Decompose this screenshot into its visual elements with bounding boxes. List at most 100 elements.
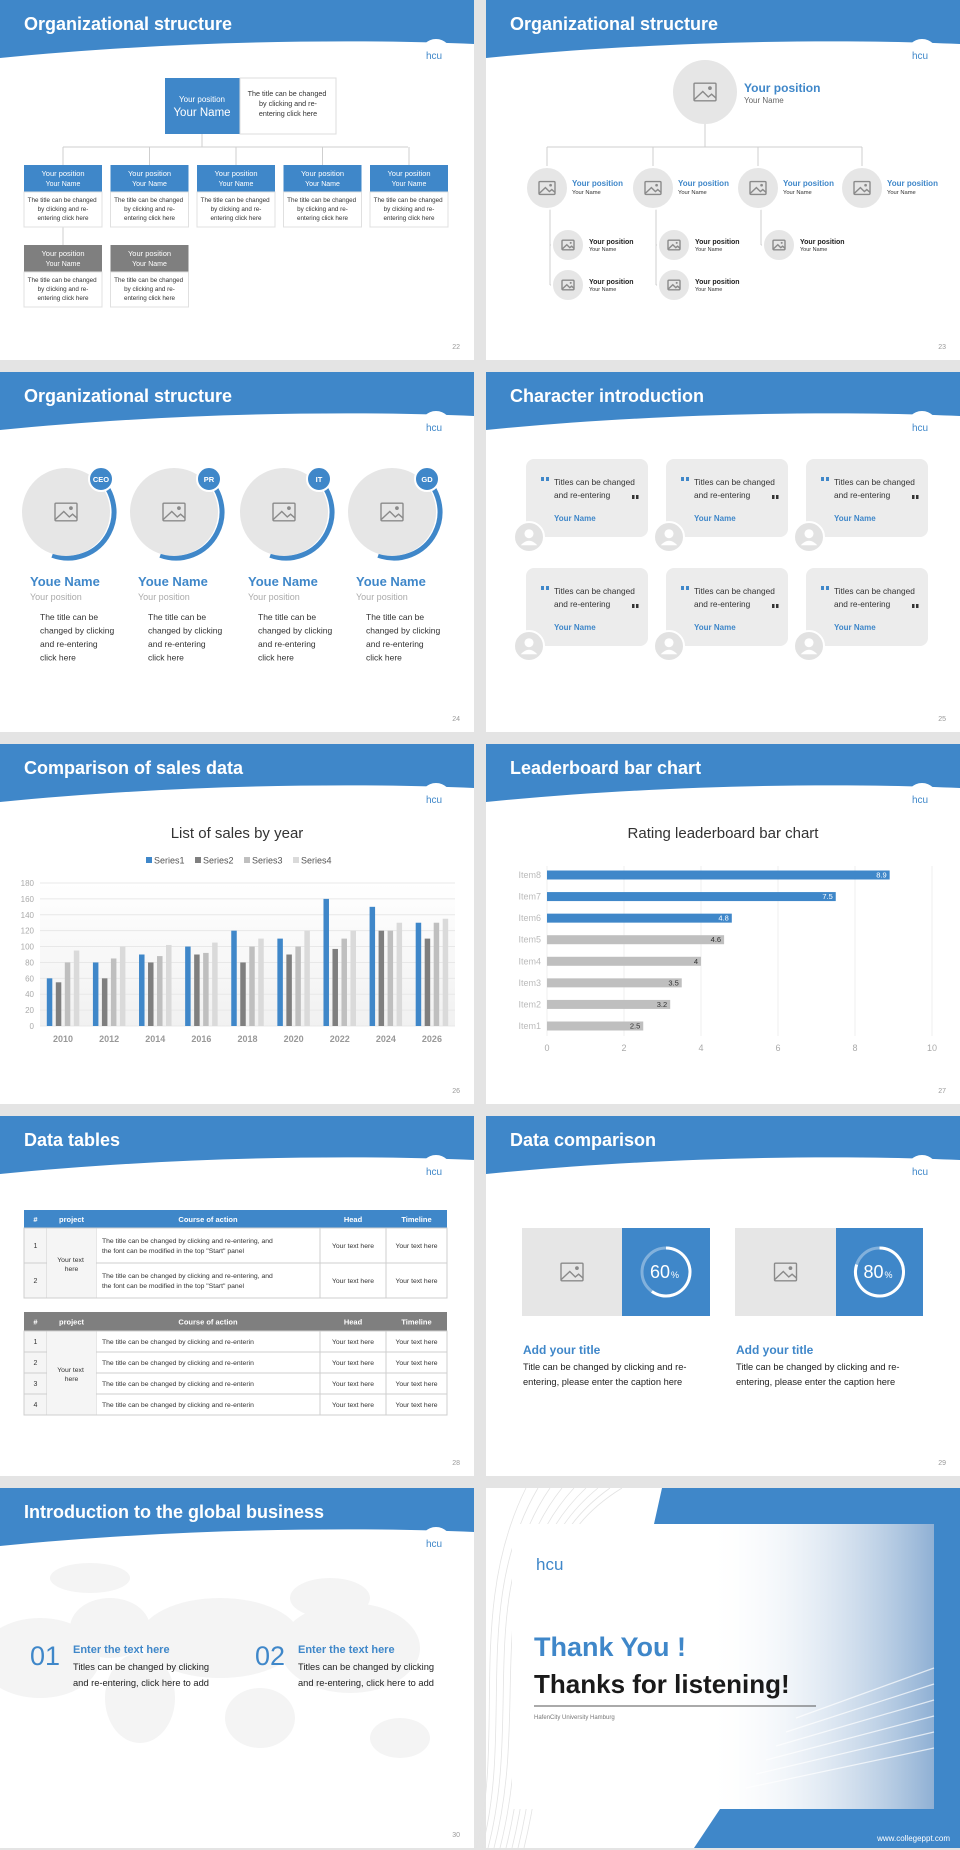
description: The title can be changed by clicking and… (114, 277, 185, 302)
name: Your Name (589, 247, 616, 253)
ring-value (651, 1246, 692, 1298)
image-icon-sun (708, 86, 712, 91)
slide-title: Organizational structure (510, 14, 718, 34)
bar (295, 946, 301, 1026)
project: Your text here (57, 1257, 85, 1273)
bar (258, 938, 264, 1026)
image-icon-mountain (162, 510, 186, 521)
text-line: changed by clicking (148, 626, 225, 636)
value: 60 (650, 1262, 670, 1282)
head: Your text here (332, 1243, 374, 1250)
position: Your position (214, 169, 257, 178)
card-title: Add your title (523, 1343, 601, 1357)
quote-text: Titles can be changed and re-entering (694, 586, 777, 609)
text-line: The title can be changed (287, 197, 358, 204)
unit: % (885, 1270, 893, 1280)
quote-name: Your Name (694, 623, 736, 632)
text-line: entering, please enter the caption here (523, 1377, 682, 1387)
name: Your Name (589, 287, 616, 293)
text-line: the font can be modified in the top "Sta… (102, 1248, 244, 1255)
quote-card (806, 568, 928, 646)
bar (547, 1021, 644, 1031)
text-line: The title can be changed (114, 277, 185, 284)
name: Your Name (572, 190, 601, 196)
bar (166, 944, 172, 1026)
head: Your text here (332, 1360, 374, 1367)
map-shape (70, 1598, 150, 1658)
text-line: The title can be (40, 612, 100, 622)
y-tick-label: 160 (21, 895, 35, 904)
image-icon-mountain (538, 186, 556, 195)
building-line (765, 1715, 935, 1761)
slide-background (486, 372, 960, 732)
image-icon (380, 502, 404, 522)
position: Your position (301, 169, 344, 178)
image-icon-mountain (853, 186, 871, 195)
bar (194, 954, 200, 1026)
quote-open (821, 586, 829, 590)
name: Your Name (46, 181, 81, 188)
member-text-box (23, 271, 103, 308)
photo (525, 166, 569, 210)
header-band (0, 0, 474, 58)
text-line: and re-entering, click here to add (298, 1678, 434, 1688)
header-band (486, 0, 960, 58)
text-line: Titles can be changed (694, 586, 777, 596)
text-line: click here (40, 653, 76, 663)
slide: Data comparison hcu 29 60 % Add your title Tit… (486, 1116, 960, 1476)
text-line: and re-entering (366, 639, 426, 649)
badge-label: GD (421, 475, 433, 484)
name: Your Name (46, 261, 81, 268)
text-line: Titles can be changed (834, 477, 917, 487)
description: The title can be changed by clicking and… (366, 612, 443, 663)
badge-label: PR (204, 475, 215, 484)
y-tick-label: 140 (21, 911, 35, 920)
legend-swatch (244, 857, 250, 863)
row-number-cell (24, 1394, 47, 1415)
member-header (24, 165, 102, 192)
logo: hcu (536, 1555, 563, 1574)
quote-open (541, 477, 549, 481)
item-text: Titles can be changed by clicking and re… (298, 1662, 437, 1688)
image-icon (667, 239, 681, 251)
logo-badge (906, 1155, 938, 1187)
y-tick-label: Item8 (518, 870, 541, 880)
quote-close (632, 604, 639, 608)
text-line: and re-entering (258, 639, 318, 649)
course: The title can be changed by clicking and… (102, 1360, 254, 1367)
description: The title can be changed by clicking and… (248, 89, 329, 118)
ring-value (854, 1246, 905, 1298)
quote-card (526, 459, 648, 537)
quote-text: Titles can be changed and re-entering (554, 477, 637, 500)
quote-name: Your Name (554, 623, 596, 632)
text-line: entering click here (37, 215, 89, 222)
description: The title can be changed by clicking and… (40, 612, 117, 663)
y-tick-label: Item5 (518, 935, 541, 945)
image-icon-mountain (380, 510, 404, 521)
top-text-box (239, 77, 337, 135)
slide: Organizational structure hcu 24 CEO Youe Nam… (0, 372, 474, 732)
text-line: The title can be (258, 612, 318, 622)
badge (88, 466, 114, 492)
badge (306, 466, 332, 492)
x-tick-label: 6 (775, 1043, 780, 1053)
legend-label: Series3 (252, 856, 283, 866)
image-icon-sun (69, 506, 73, 511)
bar (64, 962, 71, 1026)
text-line: Titles can be changed (694, 477, 777, 487)
page-number: 24 (452, 716, 460, 723)
page-number: 23 (938, 344, 946, 351)
item-title: Enter the text here (298, 1644, 395, 1656)
text-line: The title can be changed by clicking and… (102, 1273, 275, 1280)
image-icon (162, 502, 186, 522)
logo-badge (420, 39, 452, 71)
slide: Organizational structure hcu 23 Your positi… (486, 0, 960, 360)
slide-background (486, 744, 960, 1104)
slide-title: Organizational structure (24, 386, 232, 406)
row-number: 1 (34, 1243, 38, 1250)
logo: hcu (912, 51, 928, 62)
name: Youe Name (138, 574, 208, 589)
text-line: The title can be changed (201, 197, 272, 204)
slide-title: Data tables (24, 1130, 120, 1150)
